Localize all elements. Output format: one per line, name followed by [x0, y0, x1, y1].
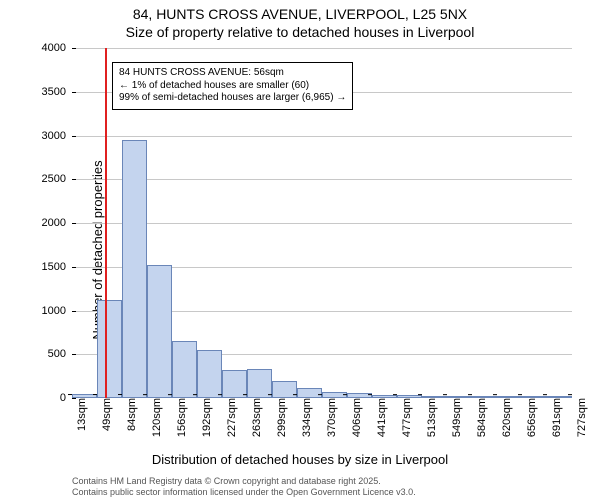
grid-line	[72, 223, 572, 224]
y-tick-label: 1000	[42, 305, 72, 317]
histogram-bar	[272, 381, 297, 399]
grid-line	[72, 136, 572, 137]
annotation-box: 84 HUNTS CROSS AVENUE: 56sqm← 1% of deta…	[112, 62, 353, 110]
x-tick-label: 334sqm	[297, 398, 313, 437]
x-tick-label: 263sqm	[247, 398, 263, 437]
y-tick-label: 3000	[42, 130, 72, 142]
x-tick-label: 156sqm	[172, 398, 188, 437]
x-tick-label: 192sqm	[197, 398, 213, 437]
y-tick-label: 2500	[42, 173, 72, 185]
y-tick-label: 500	[48, 348, 72, 360]
footer-line2: Contains public sector information licen…	[72, 487, 588, 498]
annotation-line3: 99% of semi-detached houses are larger (…	[119, 92, 346, 105]
histogram-bar	[147, 265, 172, 398]
y-tick-label: 1500	[42, 261, 72, 273]
histogram-chart: 84, HUNTS CROSS AVENUE, LIVERPOOL, L25 5…	[0, 0, 600, 500]
x-tick-label: 691sqm	[547, 398, 563, 437]
x-tick-label: 49sqm	[97, 398, 113, 431]
x-tick-label: 584sqm	[472, 398, 488, 437]
histogram-bar	[197, 350, 222, 398]
x-tick-label: 120sqm	[147, 398, 163, 437]
chart-title-line2: Size of property relative to detached ho…	[0, 24, 600, 40]
x-tick-label: 727sqm	[572, 398, 588, 437]
annotation-line1: 84 HUNTS CROSS AVENUE: 56sqm	[119, 67, 346, 80]
grid-line	[72, 179, 572, 180]
y-tick-label: 2000	[42, 217, 72, 229]
histogram-bar	[122, 140, 147, 398]
x-tick-label: 370sqm	[322, 398, 338, 437]
x-tick-label: 513sqm	[422, 398, 438, 437]
x-tick-label: 549sqm	[447, 398, 463, 437]
x-tick-label: 656sqm	[522, 398, 538, 437]
x-tick-label: 84sqm	[122, 398, 138, 431]
marker-line	[105, 48, 107, 398]
x-tick-label: 441sqm	[372, 398, 388, 437]
x-tick-label: 299sqm	[272, 398, 288, 437]
x-tick-label: 406sqm	[347, 398, 363, 437]
y-tick-label: 4000	[42, 42, 72, 54]
x-axis-label: Distribution of detached houses by size …	[0, 452, 600, 467]
x-tick-label: 620sqm	[497, 398, 513, 437]
x-tick-label: 13sqm	[72, 398, 88, 431]
histogram-bar	[297, 388, 322, 399]
annotation-line2: ← 1% of detached houses are smaller (60)	[119, 80, 346, 93]
grid-line	[72, 48, 572, 49]
y-tick-label: 3500	[42, 86, 72, 98]
plot-area: 0500100015002000250030003500400084 HUNTS…	[72, 48, 572, 398]
footer-line1: Contains HM Land Registry data © Crown c…	[72, 476, 588, 487]
chart-footer: Contains HM Land Registry data © Crown c…	[72, 476, 588, 498]
chart-title-line1: 84, HUNTS CROSS AVENUE, LIVERPOOL, L25 5…	[0, 6, 600, 22]
x-tick-label: 227sqm	[222, 398, 238, 437]
histogram-bar	[97, 300, 122, 398]
histogram-bar	[172, 341, 197, 398]
x-tick-label: 477sqm	[397, 398, 413, 437]
